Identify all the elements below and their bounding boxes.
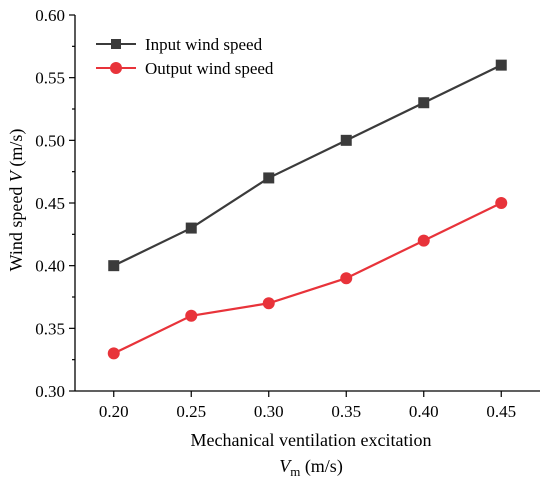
data-point xyxy=(340,134,352,146)
data-point xyxy=(185,309,198,322)
legend-entry-output: Output wind speed xyxy=(96,59,274,78)
data-point xyxy=(263,172,275,184)
y-tick-label: 0.30 xyxy=(35,382,65,401)
data-point xyxy=(185,222,197,234)
legend-label-output: Output wind speed xyxy=(145,59,274,78)
y-axis-title: Wind speed V (m/s) xyxy=(6,129,27,272)
legend: Input wind speed Output wind speed xyxy=(96,35,274,78)
y-tick-label: 0.60 xyxy=(35,6,65,25)
x-axis-title: Mechanical ventilation excitation xyxy=(191,430,432,450)
x-tick-label: 0.20 xyxy=(99,402,129,421)
legend-label-input: Input wind speed xyxy=(145,35,263,54)
data-point xyxy=(495,197,508,209)
x-tick-label: 0.30 xyxy=(254,402,284,421)
x-tick-label: 0.25 xyxy=(176,402,206,421)
y-tick-label: 0.55 xyxy=(35,69,65,88)
x-axis-ticks: 0.20 0.25 0.30 0.35 0.40 0.45 xyxy=(99,391,516,421)
data-point xyxy=(417,234,430,247)
series-line xyxy=(113,64,502,267)
y-axis-symbol: V xyxy=(6,169,26,182)
y-axis-unit: (m/s) xyxy=(6,129,27,172)
x-tick-label: 0.35 xyxy=(331,402,361,421)
series-output xyxy=(107,197,508,360)
data-point xyxy=(262,297,275,310)
legend-entry-input: Input wind speed xyxy=(96,35,263,54)
y-tick-label: 0.45 xyxy=(35,194,65,213)
data-point xyxy=(107,347,120,360)
x-axis-symbol-label: Vm (m/s) xyxy=(279,456,343,479)
data-point xyxy=(418,97,430,109)
y-tick-label: 0.35 xyxy=(35,319,65,338)
y-axis-prefix: Wind speed xyxy=(6,182,26,271)
y-axis-ticks: 0.30 0.35 0.40 0.45 0.50 0.55 0.60 xyxy=(35,6,75,401)
y-tick-label: 0.40 xyxy=(35,257,65,276)
series-input xyxy=(108,59,507,272)
y-tick-label: 0.50 xyxy=(35,131,65,150)
x-tick-label: 0.45 xyxy=(486,402,516,421)
series-line xyxy=(113,202,502,355)
data-point xyxy=(340,272,353,285)
x-tick-label: 0.40 xyxy=(409,402,439,421)
x-axis-unit: (m/s) xyxy=(300,456,343,477)
series-layer xyxy=(107,59,508,360)
data-point xyxy=(495,59,507,71)
x-axis-subscript: m xyxy=(290,464,300,479)
data-point xyxy=(108,260,120,272)
x-axis-symbol: V xyxy=(279,456,292,476)
